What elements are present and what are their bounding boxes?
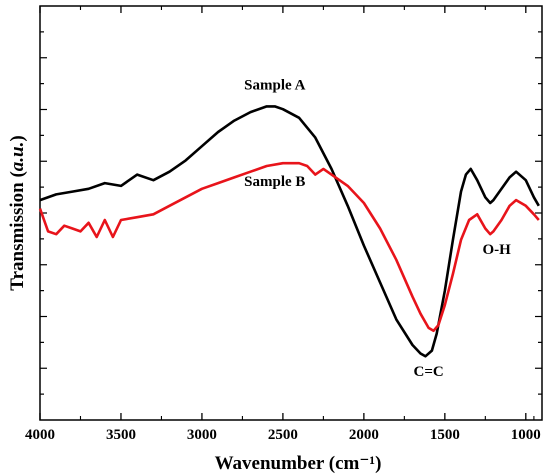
series-group (38, 105, 540, 358)
x-axis-ticks: 4000 3500 3000 2500 2000 1500 1000 (25, 6, 541, 443)
x-tick-label: 2500 (268, 427, 298, 443)
series-line-sample-a (39, 105, 540, 358)
y-axis-title: Transmission (a.u.) (7, 135, 28, 290)
x-tick-label: 1500 (430, 427, 460, 443)
annotation-label: O-H (482, 242, 511, 258)
x-tick-label: 1000 (511, 427, 541, 443)
annotation-label: C=C (414, 364, 444, 380)
y-axis-title-main: Transmission ( (7, 171, 28, 290)
y-axis-ticks (40, 31, 542, 395)
plot-frame (39, 5, 543, 421)
x-axis-title: Wavenumber (cm⁻¹) (215, 453, 382, 474)
y-axis-title-close: ) (7, 135, 28, 141)
y-axis-title-unit: a.u. (7, 142, 28, 172)
annotation-label: Sample A (244, 77, 305, 93)
annotations: Sample A Sample B C=C O-H (244, 77, 511, 380)
x-tick-label: 4000 (25, 427, 55, 443)
annotation-label: Sample B (244, 174, 305, 190)
x-tick-label: 2000 (349, 427, 379, 443)
series-line-sample-b (38, 161, 540, 333)
x-tick-label: 3500 (106, 427, 136, 443)
x-tick-label: 3000 (187, 427, 217, 443)
